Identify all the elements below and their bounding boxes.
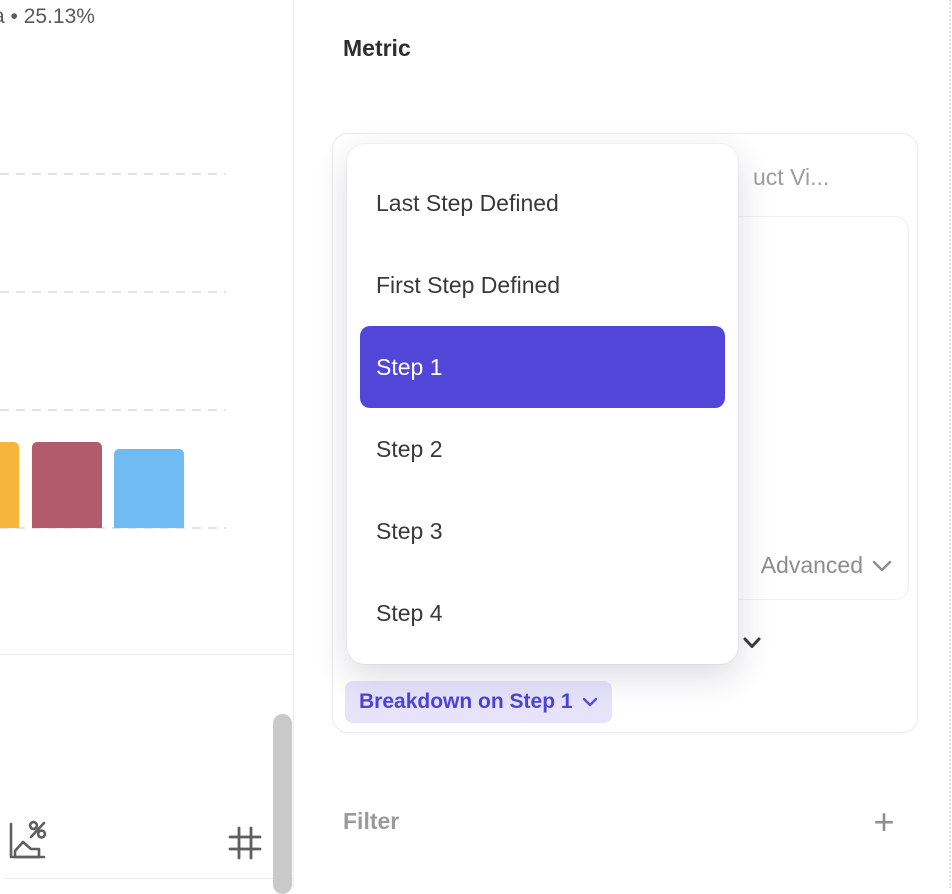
scrollbar-thumb[interactable]: [273, 714, 292, 894]
funnel-bar-1[interactable]: [0, 442, 19, 528]
gridline: [0, 409, 226, 411]
advanced-toggle[interactable]: Advanced: [761, 552, 892, 579]
add-filter-button[interactable]: +: [873, 801, 895, 842]
dropdown-option-step-4[interactable]: Step 4: [376, 599, 443, 626]
number-hash-icon[interactable]: [226, 826, 264, 860]
panel-divider: [0, 654, 294, 655]
percent-chart-icon[interactable]: [6, 816, 50, 864]
event-name-truncated[interactable]: uct Vi...: [753, 164, 830, 190]
breakdown-pill-button[interactable]: Breakdown on Step 1: [345, 681, 612, 723]
dropdown-option-first-step-defined[interactable]: First Step Defined: [376, 271, 561, 298]
chart-panel: a • 25.13%: [0, 0, 294, 894]
dropdown-option-step-1-selected[interactable]: Step 1: [360, 326, 725, 408]
dropdown-option-last-step-defined[interactable]: Last Step Defined: [376, 189, 559, 216]
filter-section-label: Filter: [343, 808, 400, 834]
gridline: [0, 173, 226, 175]
chevron-down-icon: [872, 560, 892, 571]
step-select-dropdown: Last Step Defined First Step Defined Ste…: [347, 144, 738, 664]
advanced-label: Advanced: [760, 552, 863, 578]
funnel-bar-2[interactable]: [32, 442, 102, 528]
panel-bottom-border: [4, 878, 294, 879]
dropdown-option-step-3[interactable]: Step 3: [376, 517, 443, 544]
chevron-down-icon: [582, 697, 597, 707]
right-edge-dotted-divider: [949, 0, 951, 888]
funnel-bar-3[interactable]: [114, 449, 184, 528]
section-title: Metric: [343, 35, 411, 61]
breakdown-pill-label: Breakdown on Step 1: [359, 690, 573, 713]
gridline: [0, 291, 226, 293]
row-chevron-down-icon[interactable]: [743, 637, 761, 649]
panel-separator: [293, 0, 294, 888]
dropdown-option-step-2[interactable]: Step 2: [376, 435, 443, 462]
gridline: [0, 527, 226, 529]
legend-label: a • 25.13%: [0, 5, 95, 28]
